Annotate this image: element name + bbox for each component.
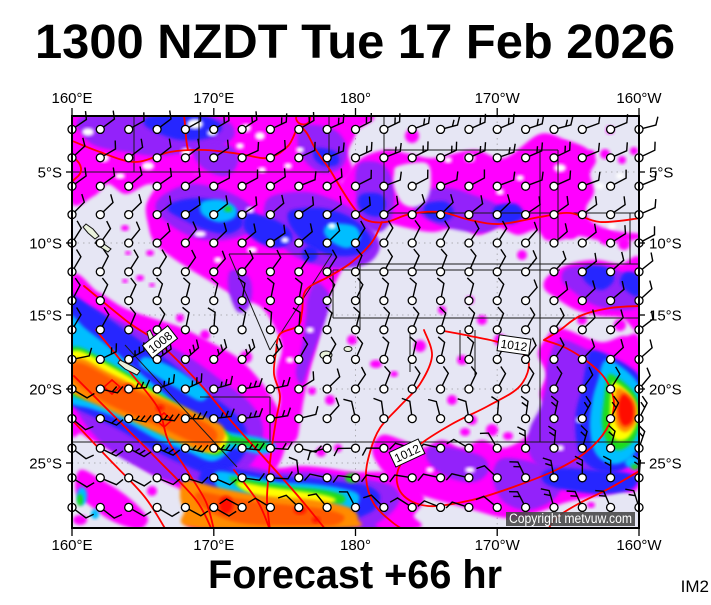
svg-text:170°E: 170°E bbox=[193, 90, 234, 107]
svg-text:160°E: 160°E bbox=[51, 537, 92, 554]
svg-text:180°: 180° bbox=[340, 537, 371, 554]
svg-text:170°E: 170°E bbox=[193, 537, 234, 554]
svg-text:5°S: 5°S bbox=[38, 165, 62, 182]
svg-text:15°S: 15°S bbox=[649, 308, 682, 325]
svg-text:160°E: 160°E bbox=[51, 90, 92, 107]
svg-text:170°W: 170°W bbox=[475, 90, 521, 107]
svg-text:20°S: 20°S bbox=[29, 382, 62, 399]
svg-text:20°S: 20°S bbox=[649, 382, 682, 399]
svg-text:10°S: 10°S bbox=[29, 236, 62, 253]
svg-text:10°S: 10°S bbox=[649, 236, 682, 253]
svg-text:180°: 180° bbox=[340, 90, 371, 107]
svg-text:1300 NZDT Tue 17 Feb 2026: 1300 NZDT Tue 17 Feb 2026 bbox=[35, 15, 675, 69]
svg-text:170°W: 170°W bbox=[475, 537, 521, 554]
svg-text:15°S: 15°S bbox=[29, 308, 62, 325]
svg-text:160°W: 160°W bbox=[616, 537, 662, 554]
svg-text:IM2: IM2 bbox=[681, 577, 709, 596]
svg-text:25°S: 25°S bbox=[29, 456, 62, 473]
svg-text:1012: 1012 bbox=[500, 337, 529, 355]
svg-text:Forecast +66 hr: Forecast +66 hr bbox=[208, 553, 502, 597]
svg-text:5°S: 5°S bbox=[649, 165, 673, 182]
svg-text:Copyright metvuw.com: Copyright metvuw.com bbox=[509, 511, 632, 526]
svg-text:160°W: 160°W bbox=[616, 90, 662, 107]
svg-text:25°S: 25°S bbox=[649, 456, 682, 473]
